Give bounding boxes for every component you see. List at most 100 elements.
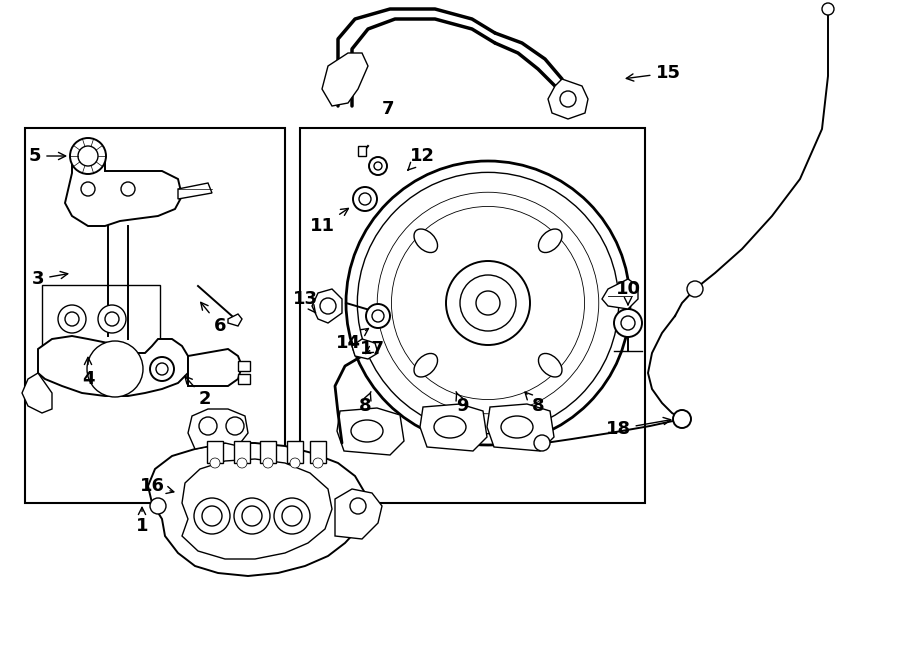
Circle shape	[156, 363, 168, 375]
Circle shape	[320, 298, 336, 314]
Circle shape	[65, 312, 79, 326]
Polygon shape	[65, 156, 182, 226]
Bar	[238, 361, 250, 371]
Circle shape	[350, 498, 366, 514]
Bar	[25, 128, 285, 503]
Text: 11: 11	[310, 208, 348, 235]
Circle shape	[476, 291, 500, 315]
Circle shape	[202, 506, 222, 526]
Circle shape	[353, 187, 377, 211]
Ellipse shape	[538, 354, 562, 377]
Circle shape	[105, 312, 119, 326]
Circle shape	[534, 435, 550, 451]
Text: 9: 9	[455, 392, 468, 415]
Text: 18: 18	[606, 418, 670, 438]
Text: 13: 13	[292, 290, 318, 313]
Polygon shape	[22, 373, 52, 413]
Circle shape	[290, 458, 300, 468]
Text: 3: 3	[32, 270, 68, 288]
Circle shape	[560, 91, 576, 107]
Text: 8: 8	[359, 392, 372, 415]
Text: 17: 17	[359, 340, 384, 358]
Circle shape	[121, 182, 135, 196]
Circle shape	[87, 341, 143, 397]
Circle shape	[199, 417, 217, 435]
Polygon shape	[38, 336, 188, 396]
Circle shape	[359, 193, 371, 205]
Bar	[260, 441, 276, 463]
Circle shape	[313, 458, 323, 468]
Text: 14: 14	[336, 329, 368, 352]
Circle shape	[98, 305, 126, 333]
Bar	[234, 441, 250, 463]
Circle shape	[687, 281, 703, 297]
Text: 6: 6	[201, 302, 226, 335]
Circle shape	[366, 304, 390, 328]
Circle shape	[150, 357, 174, 381]
Circle shape	[346, 161, 630, 445]
Polygon shape	[420, 404, 487, 451]
Bar	[207, 441, 223, 463]
Text: 7: 7	[382, 100, 394, 118]
Circle shape	[822, 3, 834, 15]
Polygon shape	[337, 408, 404, 455]
Ellipse shape	[414, 354, 437, 377]
Circle shape	[194, 498, 230, 534]
Text: 10: 10	[616, 280, 641, 305]
Polygon shape	[178, 183, 212, 199]
Text: 8: 8	[525, 392, 544, 415]
Polygon shape	[352, 339, 378, 359]
Circle shape	[70, 138, 106, 174]
Circle shape	[150, 498, 166, 514]
Circle shape	[369, 157, 387, 175]
Polygon shape	[228, 314, 242, 326]
Circle shape	[274, 498, 310, 534]
Circle shape	[282, 506, 302, 526]
Text: 15: 15	[626, 64, 680, 82]
Ellipse shape	[538, 229, 562, 253]
Circle shape	[446, 261, 530, 345]
Circle shape	[374, 162, 382, 170]
Ellipse shape	[434, 416, 466, 438]
Text: 12: 12	[408, 147, 435, 170]
Circle shape	[81, 182, 95, 196]
Circle shape	[78, 146, 98, 166]
Circle shape	[237, 458, 247, 468]
Bar	[310, 441, 326, 463]
Polygon shape	[602, 279, 638, 309]
Circle shape	[263, 458, 273, 468]
Text: 16: 16	[140, 477, 174, 495]
Circle shape	[210, 458, 220, 468]
Text: 2: 2	[184, 376, 212, 408]
Ellipse shape	[351, 420, 383, 442]
Bar	[358, 146, 366, 156]
Polygon shape	[548, 79, 588, 119]
Circle shape	[621, 316, 635, 330]
Polygon shape	[312, 289, 342, 323]
Circle shape	[357, 173, 618, 434]
Circle shape	[226, 417, 244, 435]
Circle shape	[673, 410, 691, 428]
Text: 5: 5	[29, 147, 66, 165]
Polygon shape	[148, 443, 365, 576]
Polygon shape	[335, 489, 382, 539]
Circle shape	[614, 309, 642, 337]
Ellipse shape	[414, 229, 437, 253]
Bar	[287, 441, 303, 463]
Bar	[238, 374, 250, 384]
Polygon shape	[322, 53, 368, 106]
Polygon shape	[487, 404, 554, 451]
Circle shape	[242, 506, 262, 526]
Polygon shape	[188, 409, 248, 449]
Circle shape	[372, 310, 384, 322]
Polygon shape	[188, 349, 242, 386]
Bar	[300, 128, 645, 503]
Circle shape	[58, 305, 86, 333]
Circle shape	[234, 498, 270, 534]
Text: 4: 4	[82, 358, 94, 388]
Circle shape	[460, 275, 516, 331]
Ellipse shape	[501, 416, 533, 438]
Text: 1: 1	[136, 508, 149, 535]
Polygon shape	[182, 459, 332, 559]
Bar	[42, 285, 160, 353]
